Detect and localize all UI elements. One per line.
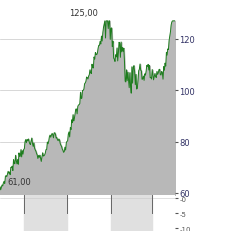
Bar bbox=[24, 196, 67, 231]
Bar bbox=[111, 196, 152, 231]
Text: 61,00: 61,00 bbox=[7, 178, 31, 187]
Text: 125,00: 125,00 bbox=[69, 9, 98, 18]
